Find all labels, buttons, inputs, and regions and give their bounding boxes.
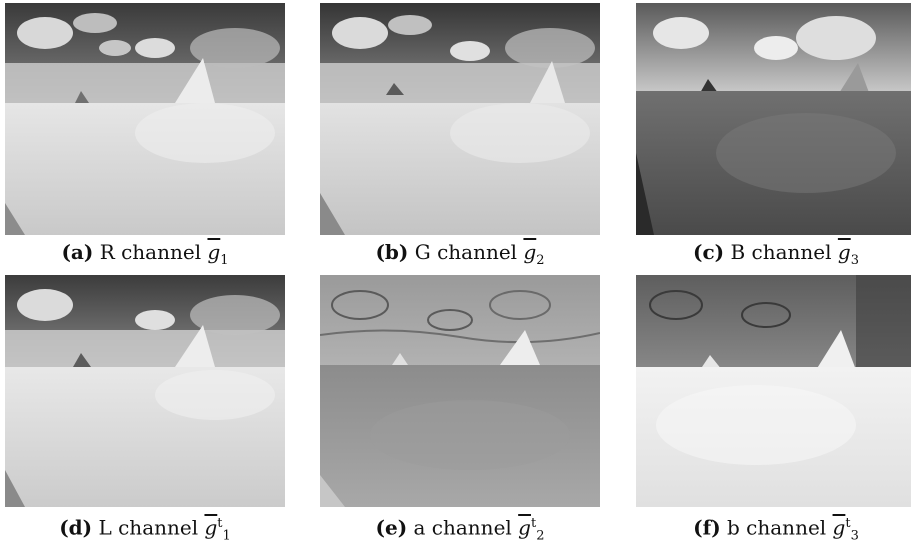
a-channel-image	[320, 275, 600, 507]
caption-label: (e)	[375, 515, 408, 540]
caption-symbol: g	[207, 240, 221, 264]
caption-label: (a)	[61, 240, 94, 264]
caption-subscript: 2	[536, 253, 545, 268]
caption-symbol: g	[204, 515, 218, 540]
caption-text: b channel	[727, 515, 827, 540]
caption-subscript: 1	[220, 253, 229, 268]
r-channel-image	[5, 3, 285, 235]
panel-c: (c) B channel g3	[636, 3, 911, 268]
g-channel-image	[320, 3, 600, 235]
caption-text: L channel	[98, 515, 199, 540]
panel-d: (d) L channel gt1	[5, 275, 285, 544]
caption-subscript: 2	[536, 528, 545, 544]
caption-label: (b)	[375, 240, 409, 264]
l-channel-image	[5, 275, 285, 507]
caption-superscript: t	[845, 516, 851, 531]
panel-b: (b) G channel g2	[320, 3, 600, 268]
b-lab-channel-image	[636, 275, 911, 507]
caption-label: (d)	[59, 515, 93, 540]
panel-a: (a) R channel g1	[5, 3, 285, 268]
caption-superscript: t	[530, 516, 537, 531]
b-channel-image	[636, 3, 911, 235]
caption-text: G channel	[414, 240, 518, 264]
caption-d: (d) L channel gt1	[0, 511, 305, 544]
caption-b: (b) G channel g2	[300, 239, 620, 268]
caption-subscript: 3	[850, 528, 859, 544]
caption-label: (f)	[693, 515, 721, 540]
panel-e: (e) a channel gt2	[320, 275, 600, 544]
caption-symbol: g	[837, 240, 851, 264]
caption-symbol: g	[832, 515, 846, 540]
caption-label: (c)	[693, 240, 725, 264]
caption-subscript: 1	[222, 528, 231, 544]
caption-c: (c) B channel g3	[616, 239, 911, 268]
caption-symbol: g	[518, 515, 531, 540]
panel-f: (f) b channel gt3	[636, 275, 911, 544]
caption-text: B channel	[730, 240, 832, 264]
caption-a: (a) R channel g1	[0, 239, 305, 268]
caption-text: R channel	[99, 240, 202, 264]
caption-text: a channel	[413, 515, 512, 540]
caption-e: (e) a channel gt2	[300, 511, 620, 544]
caption-f: (f) b channel gt3	[616, 511, 911, 544]
caption-subscript: 3	[850, 253, 859, 268]
caption-superscript: t	[217, 516, 223, 531]
caption-symbol: g	[523, 240, 537, 264]
